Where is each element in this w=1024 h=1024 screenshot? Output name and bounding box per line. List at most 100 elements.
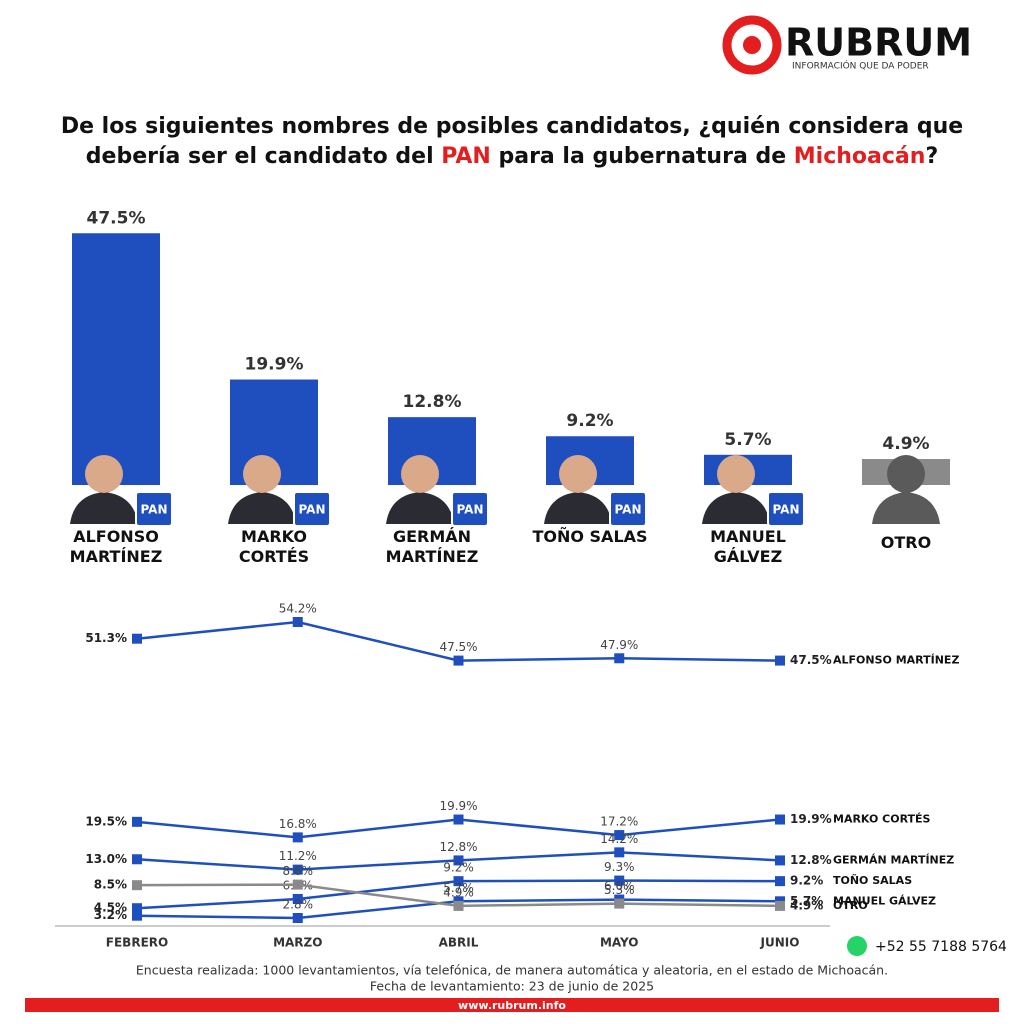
- candidate-name: OTRO: [880, 533, 932, 552]
- point: [453, 655, 464, 666]
- candidate-name: MANUEL GÁLVEZ: [710, 527, 786, 566]
- point: [614, 830, 625, 841]
- photo-body: [702, 492, 770, 524]
- point: [453, 814, 464, 825]
- legend-label: MANUEL GÁLVEZ: [833, 894, 936, 907]
- value-label: 14.2%: [600, 832, 638, 846]
- bar-value-label: 12.8%: [403, 392, 462, 412]
- value-label: 5.7%: [790, 894, 823, 908]
- value-label: 2.8%: [283, 898, 314, 912]
- value-label: 47.5%: [439, 640, 477, 654]
- bar-value-label: 5.7%: [724, 430, 771, 450]
- photo-body: [70, 492, 138, 524]
- point: [292, 864, 303, 875]
- point: [614, 875, 625, 886]
- value-label: 12.8%: [790, 853, 832, 867]
- tagline: INFORMACIÓN QUE DA PODER: [792, 60, 929, 72]
- legend-label: MARKO CORTÉS: [833, 813, 931, 826]
- brand: RUBRUM: [785, 21, 972, 65]
- title-part: ?: [925, 144, 939, 169]
- phone: +52 55 7188 5764: [875, 939, 1007, 955]
- point: [132, 903, 142, 914]
- value-label: 16.8%: [279, 817, 317, 831]
- x-tick-label: MAYO: [600, 936, 639, 950]
- point: [614, 898, 625, 909]
- photo-body: [228, 492, 296, 524]
- x-tick-label: MARZO: [273, 936, 322, 950]
- candidate-name: TOÑO SALAS: [532, 527, 648, 546]
- legend-label: TOÑO SALAS: [833, 874, 912, 887]
- photo-head: [887, 455, 925, 493]
- badge: [293, 491, 331, 527]
- value-label: 9.2%: [443, 861, 474, 875]
- badge-text: PAN: [614, 503, 641, 517]
- point: [292, 617, 303, 627]
- point: [132, 910, 142, 921]
- value-label: 54.2%: [279, 602, 317, 616]
- point: [453, 855, 464, 866]
- value-label: 47.9%: [600, 638, 638, 652]
- candidate-name: ALFONSO MARTÍNEZ: [69, 527, 163, 566]
- value-label: 4.5%: [94, 901, 127, 915]
- value-label: 8.5%: [94, 878, 127, 892]
- logo-dot: [743, 36, 761, 54]
- point: [775, 855, 785, 866]
- photo-head: [85, 455, 123, 493]
- value-label: 5.7%: [443, 881, 474, 895]
- badge: [767, 491, 805, 527]
- photo-head: [243, 455, 281, 493]
- value-label: 47.5%: [790, 653, 832, 667]
- point: [132, 816, 142, 827]
- legend-label: GERMÁN MARTÍNEZ: [833, 853, 954, 866]
- logo-ring: [722, 15, 782, 75]
- value-label: 5.3%: [604, 883, 635, 897]
- value-label: 19.9%: [790, 812, 832, 826]
- candidate-name: MARKO CORTÉS: [238, 527, 310, 566]
- point: [775, 814, 785, 825]
- value-label: 19.5%: [85, 814, 127, 828]
- value-label: 8.6%: [283, 864, 314, 878]
- photo-body: [872, 492, 940, 524]
- value-label: 17.2%: [600, 815, 638, 829]
- value-label: 12.8%: [439, 840, 477, 854]
- point: [614, 653, 625, 664]
- photo-head: [717, 455, 755, 493]
- value-label: 3.2%: [94, 908, 127, 922]
- candidate-name: GERMÁN MARTÍNEZ: [385, 527, 479, 566]
- value-label: 11.2%: [279, 849, 317, 863]
- point: [132, 880, 142, 891]
- badge-text: PAN: [772, 503, 799, 517]
- photo-head: [559, 455, 597, 493]
- point: [132, 633, 142, 644]
- point: [453, 900, 464, 911]
- url: www.rubrum.info: [458, 999, 566, 1012]
- legend-label: ALFONSO MARTÍNEZ: [833, 654, 959, 667]
- bar-value-label: 9.2%: [566, 411, 613, 431]
- point: [775, 876, 785, 887]
- badge: [609, 491, 647, 527]
- badge: [451, 491, 489, 527]
- value-label: 4.9%: [443, 885, 474, 899]
- photo-body: [386, 492, 454, 524]
- bar: [72, 233, 160, 485]
- photo-body: [544, 492, 612, 524]
- badge-text: PAN: [456, 503, 483, 517]
- legend-label: OTRO: [833, 899, 868, 912]
- value-label: 6.0%: [604, 879, 635, 893]
- footer-bar: [25, 998, 999, 1012]
- point: [292, 832, 303, 843]
- x-tick-label: FEBRERO: [106, 936, 168, 950]
- photo-head: [401, 455, 439, 493]
- bar-value-label: 4.9%: [882, 434, 929, 454]
- value-label: 51.3%: [85, 631, 127, 645]
- point: [292, 913, 303, 923]
- point: [775, 900, 785, 911]
- point: [132, 854, 142, 865]
- title-part: PAN: [441, 144, 491, 169]
- point: [292, 893, 303, 904]
- bar-value-label: 19.9%: [245, 355, 304, 375]
- title: De los siguientes nombres de posibles ca…: [20, 112, 1004, 172]
- title-part: Michoacán: [793, 144, 926, 169]
- point: [292, 879, 303, 890]
